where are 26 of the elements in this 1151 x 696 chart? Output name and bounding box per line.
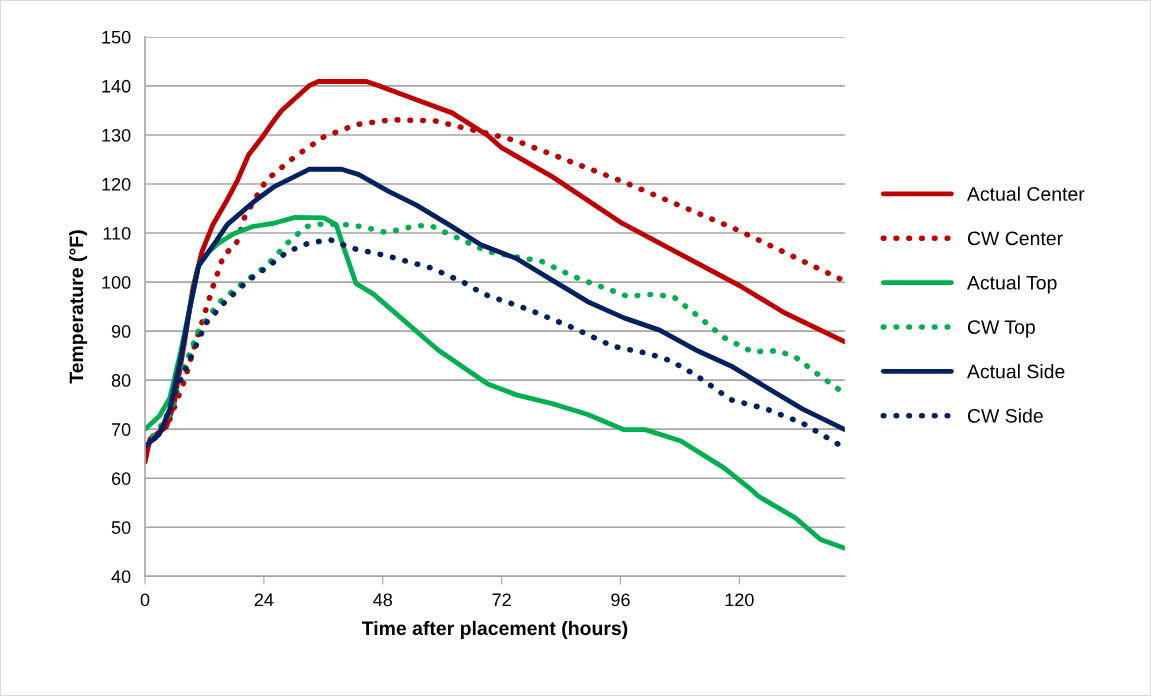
y-tick-label: 130: [102, 128, 131, 142]
legend-label: Actual Top: [966, 275, 1057, 294]
x-tick-label: 48: [373, 593, 393, 607]
legend-label: CW Top: [967, 320, 1035, 338]
legend-label: Actual Side: [966, 364, 1065, 379]
legend-label: CW Side: [967, 408, 1043, 423]
y-tick-label: 80: [111, 374, 131, 387]
y-tick-label: 40: [111, 570, 131, 584]
y-tick-label: 110: [103, 226, 131, 240]
y-tick-label: 70: [111, 423, 131, 436]
y-tick-label: 90: [111, 325, 131, 338]
legend-label: Actual Center: [966, 186, 1085, 201]
y-tick-label: 60: [111, 472, 131, 485]
x-tick-label: 72: [492, 593, 511, 607]
y-tick-label: 100: [102, 276, 131, 289]
y-tick-label: 50: [111, 521, 131, 534]
x-tick-label: 96: [611, 593, 630, 607]
x-axis-title: Time after placement (hours): [361, 620, 628, 640]
y-tick-label: 120: [102, 177, 131, 191]
x-tick-label: 120: [725, 593, 754, 607]
y-tick-label: 140: [102, 79, 131, 93]
y-tick-label: 150: [102, 30, 131, 44]
legend-label: CW Center: [967, 231, 1063, 246]
y-axis-title: Temperature (°F): [69, 230, 88, 384]
x-tick-label: 24: [254, 593, 274, 607]
x-tick-label: 0: [140, 593, 150, 607]
